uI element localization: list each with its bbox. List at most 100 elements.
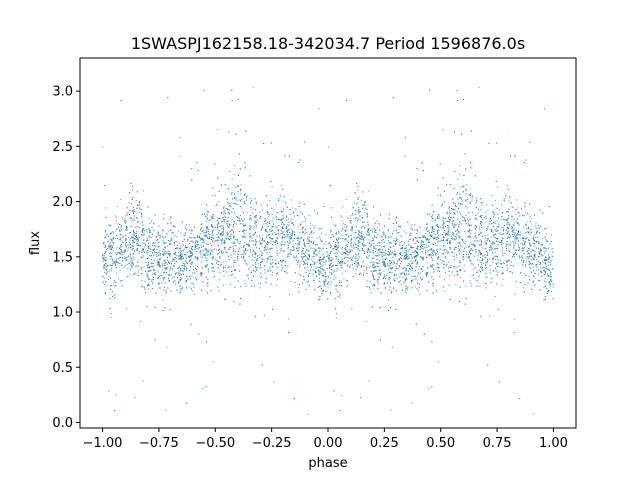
data-point <box>441 259 443 261</box>
data-point <box>246 199 248 201</box>
data-point <box>358 247 360 249</box>
data-point <box>431 248 433 250</box>
data-point <box>278 252 280 254</box>
data-point <box>159 287 161 289</box>
data-point <box>416 263 418 265</box>
data-point <box>459 269 461 271</box>
data-point <box>120 280 122 282</box>
data-point <box>222 217 224 219</box>
data-point <box>111 253 113 255</box>
data-point <box>442 129 444 131</box>
data-point <box>269 267 271 269</box>
data-point <box>484 256 486 258</box>
data-point <box>324 264 326 266</box>
data-point <box>522 264 524 266</box>
data-point <box>141 248 143 250</box>
data-point <box>512 240 514 242</box>
data-point <box>250 235 251 237</box>
data-point <box>181 221 183 223</box>
data-point <box>243 245 245 247</box>
data-point <box>229 171 231 172</box>
data-point <box>126 214 128 216</box>
data-point <box>329 242 331 244</box>
data-point <box>328 242 330 244</box>
data-point <box>537 224 539 226</box>
data-point <box>222 235 224 237</box>
data-point <box>377 283 379 285</box>
data-point <box>297 260 299 262</box>
data-point <box>152 283 154 285</box>
data-point <box>241 207 243 209</box>
data-point <box>533 269 534 271</box>
data-point <box>108 390 110 392</box>
data-point <box>271 220 273 222</box>
data-point <box>285 228 287 229</box>
data-point <box>303 275 304 277</box>
data-point <box>188 257 190 258</box>
data-point <box>185 245 186 247</box>
data-point <box>110 317 112 319</box>
data-point <box>345 226 347 228</box>
data-point <box>482 255 484 257</box>
data-point <box>233 173 235 175</box>
data-point <box>320 247 322 249</box>
data-point <box>207 210 209 212</box>
data-point <box>507 237 509 239</box>
data-point <box>174 226 176 228</box>
data-point <box>313 241 315 243</box>
data-point <box>286 233 288 235</box>
data-point <box>111 246 113 248</box>
data-point <box>409 248 411 250</box>
data-point <box>468 236 470 238</box>
data-point <box>299 238 301 240</box>
data-point <box>532 266 534 268</box>
data-point <box>187 279 189 281</box>
data-point <box>453 238 455 239</box>
data-point <box>191 275 193 277</box>
data-point <box>524 238 526 240</box>
data-point <box>486 267 488 268</box>
data-point <box>196 241 198 243</box>
data-point <box>406 251 408 253</box>
data-point <box>414 229 416 231</box>
data-point <box>159 237 161 239</box>
data-point <box>431 253 433 255</box>
data-point <box>144 252 146 254</box>
data-point <box>236 200 238 202</box>
data-point <box>240 246 242 248</box>
data-point <box>340 230 342 232</box>
data-point <box>185 255 187 257</box>
data-point <box>110 312 112 314</box>
data-point <box>189 236 191 238</box>
data-point <box>447 221 449 223</box>
data-point <box>308 259 310 260</box>
data-point <box>118 258 119 260</box>
data-point <box>206 260 208 261</box>
data-point <box>110 232 112 234</box>
data-point <box>261 276 263 278</box>
data-point <box>416 275 418 277</box>
data-point <box>377 249 379 251</box>
data-point <box>190 259 192 261</box>
data-point <box>171 232 173 234</box>
data-point <box>394 219 396 221</box>
data-point <box>289 240 290 242</box>
data-point <box>408 271 410 273</box>
data-point <box>445 233 446 235</box>
data-point <box>355 254 357 256</box>
data-point <box>496 264 497 265</box>
data-point <box>523 215 525 217</box>
data-point <box>385 266 387 267</box>
data-point <box>427 231 429 233</box>
data-point <box>187 246 189 248</box>
data-point <box>109 252 111 254</box>
data-point <box>350 215 352 217</box>
data-point <box>314 263 316 265</box>
data-point <box>456 229 458 231</box>
data-point <box>336 239 338 241</box>
data-point <box>104 292 106 294</box>
data-point <box>358 258 360 260</box>
data-point <box>514 237 516 239</box>
data-point <box>512 234 514 236</box>
data-point <box>123 252 125 254</box>
